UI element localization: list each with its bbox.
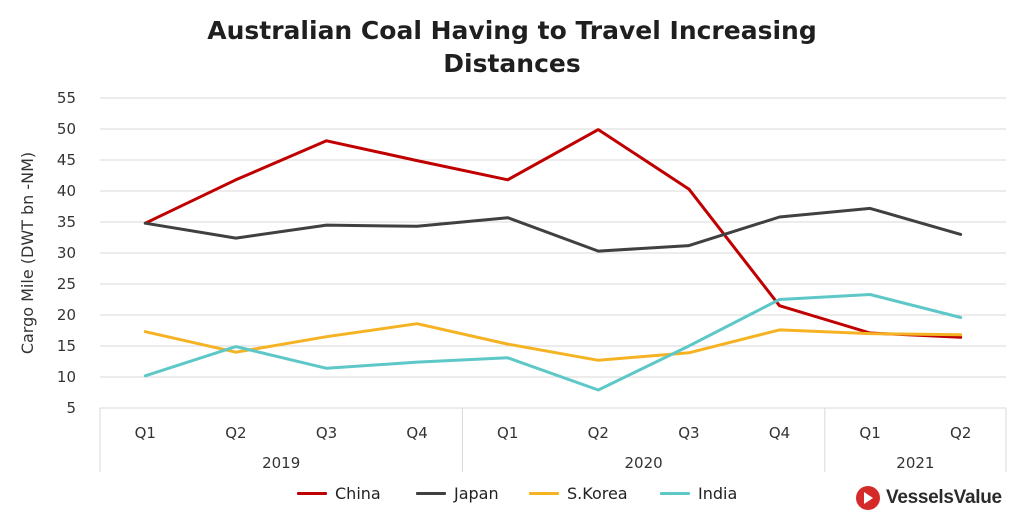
legend-swatch: [416, 492, 446, 495]
line-chart: 5 10 15 20 25 30 35 40 45 50 55 Q1 Q2 Q3 Q4 Q1 Q2 Q3 Q4 Q1 Q…: [18, 89, 1007, 472]
legend-item: S.Korea: [529, 484, 628, 503]
legend-label: India: [698, 484, 738, 503]
year-group-label: 2019: [262, 454, 300, 472]
legend-label: Japan: [454, 484, 499, 503]
legend-label: S.Korea: [567, 484, 628, 503]
x-tick-label: Q1: [497, 424, 518, 442]
y-tick-label: 35: [57, 213, 76, 231]
legend-item: Japan: [416, 484, 499, 503]
year-group-label: 2021: [896, 454, 934, 472]
y-tick-label: 15: [57, 337, 76, 355]
y-tick-label: 40: [57, 182, 76, 200]
brand-logo: VesselsValue: [856, 486, 1002, 510]
series-line-india: [143, 293, 963, 392]
y-tick-label: 55: [57, 89, 76, 107]
y-tick-label: 5: [66, 399, 76, 417]
x-tick-label: Q4: [406, 424, 427, 442]
y-tick-label: 50: [57, 120, 76, 138]
y-tick-label: 30: [57, 244, 76, 262]
legend-label: China: [335, 484, 381, 503]
legend-item: China: [297, 484, 381, 503]
series-line-japan: [143, 206, 963, 253]
series-line-china: [143, 128, 963, 339]
chart-title-line-1: Australian Coal Having to Travel Increas…: [207, 16, 817, 45]
y-tick-label: 20: [57, 306, 76, 324]
y-tick-label: 25: [57, 275, 76, 293]
x-tick-label: Q2: [588, 424, 609, 442]
chart-title: Australian Coal Having to Travel Increas…: [0, 14, 1024, 80]
year-group-label: 2020: [625, 454, 663, 472]
x-tick-label: Q4: [769, 424, 790, 442]
legend-swatch: [297, 492, 327, 495]
x-tick-label: Q1: [135, 424, 156, 442]
x-tick-label: Q2: [225, 424, 246, 442]
y-tick-label: 45: [57, 151, 76, 169]
x-tick-label: Q1: [859, 424, 880, 442]
legend-swatch: [529, 492, 559, 495]
y-axis-label: Cargo Mile (DWT bn -NM): [18, 152, 37, 354]
x-tick-label: Q3: [316, 424, 337, 442]
chart-legend: China Japan S.Korea India: [0, 484, 1024, 508]
series-line-s-korea: [143, 322, 963, 362]
legend-item: India: [660, 484, 737, 503]
y-tick-label: 10: [57, 368, 76, 386]
legend-swatch: [660, 492, 690, 495]
x-tick-label: Q2: [950, 424, 971, 442]
vesselsvalue-logo-icon: [856, 486, 880, 510]
chart-title-line-2: Distances: [443, 49, 581, 78]
brand-name: VesselsValue: [886, 487, 1002, 508]
x-tick-label: Q3: [678, 424, 699, 442]
